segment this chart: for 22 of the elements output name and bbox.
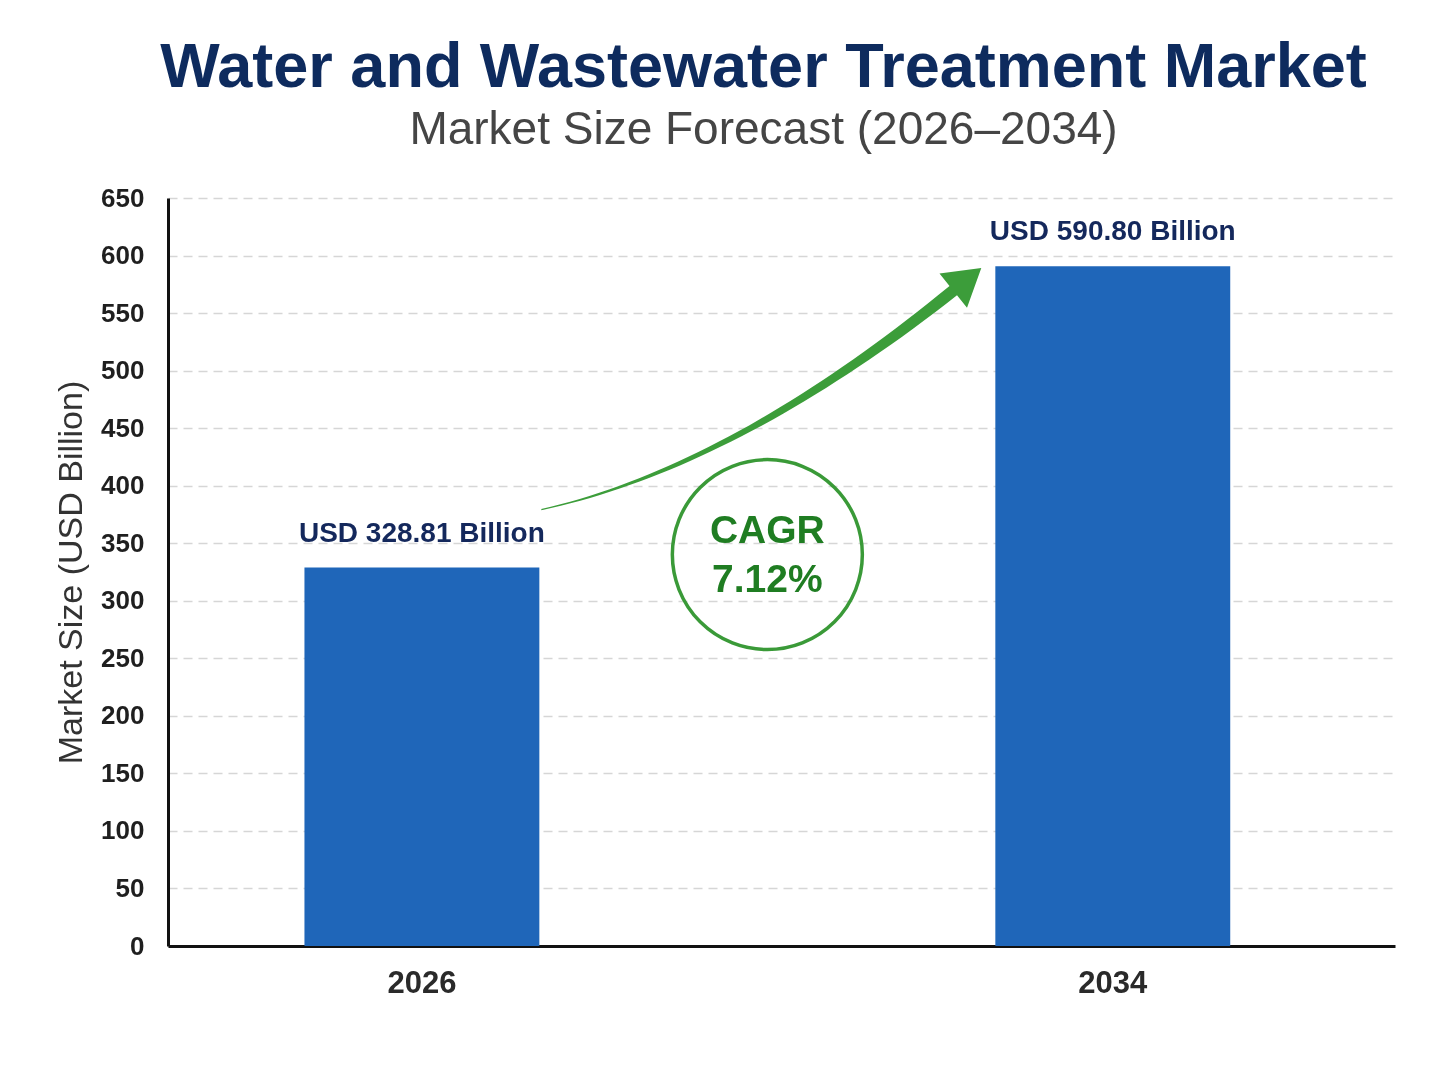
y-tick-label: 450: [101, 412, 145, 443]
y-tick-label: 550: [101, 297, 145, 328]
chart-title: Water and Wastewater Treatment Market: [160, 30, 1367, 100]
y-tick-label: 350: [101, 527, 145, 558]
y-tick-label: 250: [101, 642, 145, 673]
y-tick-label: 0: [130, 930, 145, 961]
y-tick-label: 150: [101, 757, 145, 788]
y-tick-label: 600: [101, 240, 145, 271]
y-tick-label: 50: [115, 872, 145, 903]
data-label: USD 328.81 Billion: [298, 516, 545, 548]
y-tick-label: 300: [101, 585, 145, 616]
chart-subtitle: Market Size Forecast (2026–2034): [409, 102, 1118, 154]
y-axis-title: Market Size (USD Billion): [51, 380, 90, 765]
y-tick-label: 500: [101, 355, 145, 386]
y-tick-label: 100: [101, 815, 145, 846]
y-tick-label: 400: [101, 470, 145, 501]
x-tick-label: 2034: [1078, 964, 1149, 1000]
annotation: CAGR 7.12%: [709, 508, 825, 601]
y-tick-label: 200: [101, 700, 145, 731]
x-tick-label: 2026: [387, 964, 457, 1000]
data-label: USD 590.80 Billion: [989, 215, 1236, 247]
y-tick-label: 650: [101, 182, 145, 213]
